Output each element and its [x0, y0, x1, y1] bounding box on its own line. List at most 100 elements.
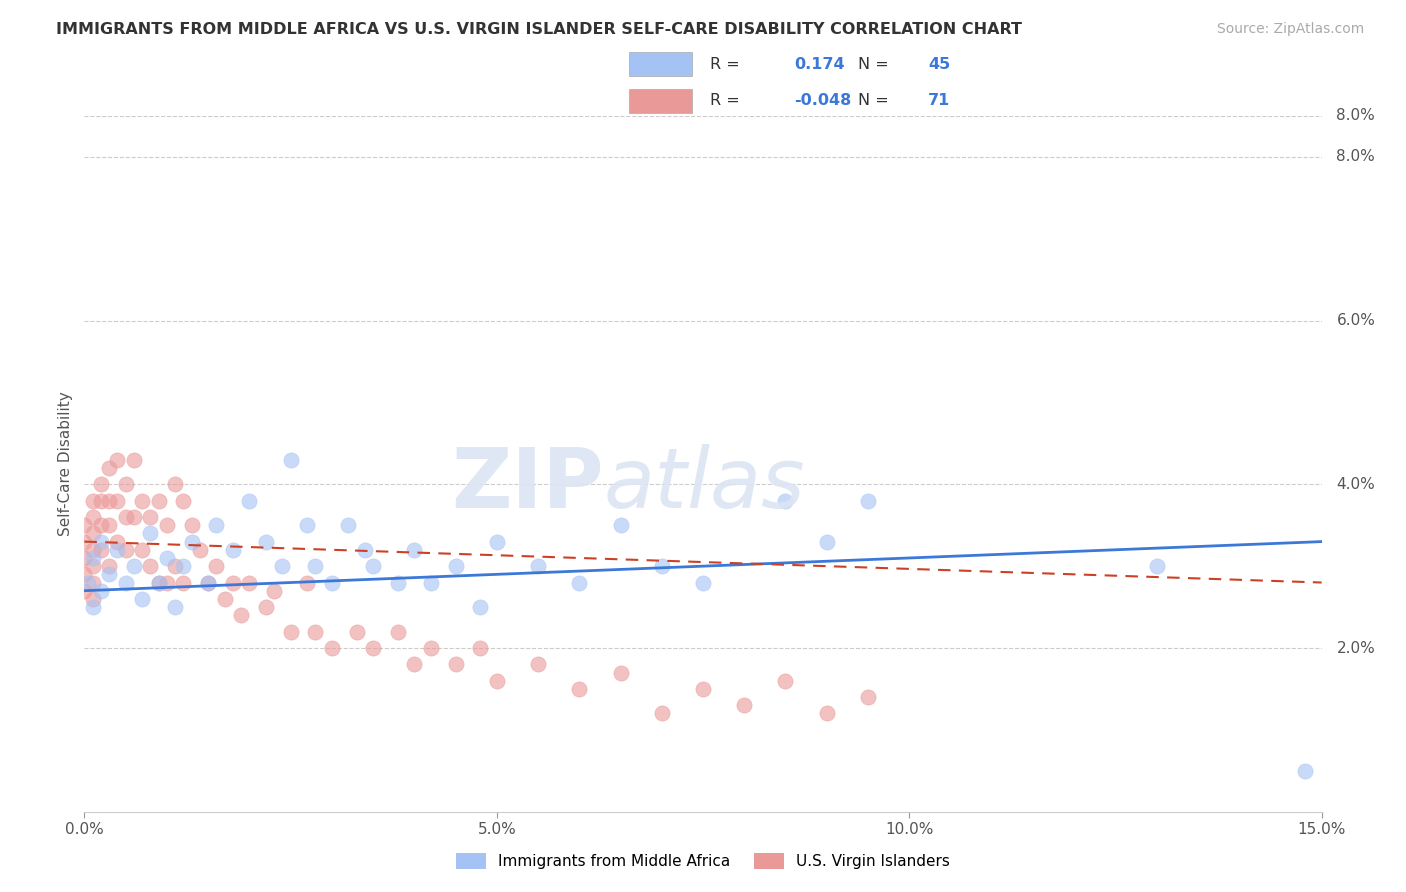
Point	[321, 640, 343, 655]
Text: 0.174: 0.174	[794, 57, 845, 72]
Point	[73, 534, 96, 549]
Point	[205, 518, 228, 533]
Text: atlas: atlas	[605, 444, 806, 525]
Point	[856, 493, 879, 508]
Text: 8.0%: 8.0%	[1337, 149, 1375, 164]
Point	[114, 542, 136, 557]
Point	[82, 591, 104, 606]
Point	[122, 510, 145, 524]
Point	[114, 510, 136, 524]
Point	[156, 551, 179, 566]
Point	[280, 452, 302, 467]
Text: R =: R =	[710, 93, 745, 108]
Point	[295, 575, 318, 590]
Point	[361, 559, 384, 574]
Point	[122, 452, 145, 467]
Point	[254, 534, 277, 549]
Point	[337, 518, 360, 533]
Point	[222, 542, 245, 557]
Point	[444, 657, 467, 672]
Point	[527, 559, 550, 574]
Point	[304, 624, 326, 639]
Point	[180, 518, 202, 533]
Point	[271, 559, 294, 574]
Point	[98, 559, 121, 574]
Point	[172, 493, 194, 508]
Point	[82, 559, 104, 574]
Point	[568, 681, 591, 696]
Point	[73, 518, 96, 533]
Point	[692, 681, 714, 696]
Point	[139, 526, 162, 541]
Point	[404, 542, 426, 557]
Point	[238, 493, 260, 508]
Point	[295, 518, 318, 533]
Point	[82, 600, 104, 615]
Point	[197, 575, 219, 590]
Point	[404, 657, 426, 672]
Point	[222, 575, 245, 590]
Point	[609, 665, 631, 680]
Point	[180, 534, 202, 549]
Text: 4.0%: 4.0%	[1337, 477, 1375, 491]
FancyBboxPatch shape	[630, 88, 692, 112]
Point	[114, 477, 136, 491]
Point	[1146, 559, 1168, 574]
Point	[105, 452, 128, 467]
Point	[197, 575, 219, 590]
Point	[304, 559, 326, 574]
Text: IMMIGRANTS FROM MIDDLE AFRICA VS U.S. VIRGIN ISLANDER SELF-CARE DISABILITY CORRE: IMMIGRANTS FROM MIDDLE AFRICA VS U.S. VI…	[56, 22, 1022, 37]
Point	[90, 493, 112, 508]
Point	[172, 575, 194, 590]
Point	[444, 559, 467, 574]
Y-axis label: Self-Care Disability: Self-Care Disability	[58, 392, 73, 536]
Point	[77, 575, 100, 590]
Point	[122, 559, 145, 574]
Point	[280, 624, 302, 639]
Point	[651, 559, 673, 574]
Text: Source: ZipAtlas.com: Source: ZipAtlas.com	[1216, 22, 1364, 37]
Point	[156, 518, 179, 533]
Point	[815, 534, 838, 549]
Point	[90, 477, 112, 491]
Text: ZIP: ZIP	[451, 444, 605, 525]
Point	[131, 542, 153, 557]
Point	[733, 698, 755, 713]
Point	[139, 559, 162, 574]
Point	[527, 657, 550, 672]
Point	[470, 600, 492, 615]
Point	[165, 600, 187, 615]
Point	[387, 575, 409, 590]
Point	[353, 542, 375, 557]
Point	[485, 534, 508, 549]
Point	[568, 575, 591, 590]
Point	[131, 493, 153, 508]
Point	[105, 542, 128, 557]
Point	[90, 518, 112, 533]
Point	[82, 510, 104, 524]
Point	[131, 591, 153, 606]
Point	[692, 575, 714, 590]
Text: N =: N =	[858, 93, 894, 108]
Point	[114, 575, 136, 590]
Point	[609, 518, 631, 533]
Point	[148, 575, 170, 590]
Point	[775, 673, 797, 688]
Point	[98, 518, 121, 533]
Point	[485, 673, 508, 688]
Legend: Immigrants from Middle Africa, U.S. Virgin Islanders: Immigrants from Middle Africa, U.S. Virg…	[450, 847, 956, 875]
Point	[1294, 764, 1316, 778]
Point	[82, 575, 104, 590]
Point	[90, 534, 112, 549]
Point	[82, 551, 104, 566]
Text: 8.0%: 8.0%	[1337, 109, 1375, 123]
Text: -0.048: -0.048	[794, 93, 852, 108]
Point	[73, 551, 96, 566]
Point	[165, 559, 187, 574]
Point	[148, 575, 170, 590]
Point	[98, 461, 121, 475]
Point	[361, 640, 384, 655]
Point	[172, 559, 194, 574]
Point	[148, 493, 170, 508]
Text: 71: 71	[928, 93, 950, 108]
